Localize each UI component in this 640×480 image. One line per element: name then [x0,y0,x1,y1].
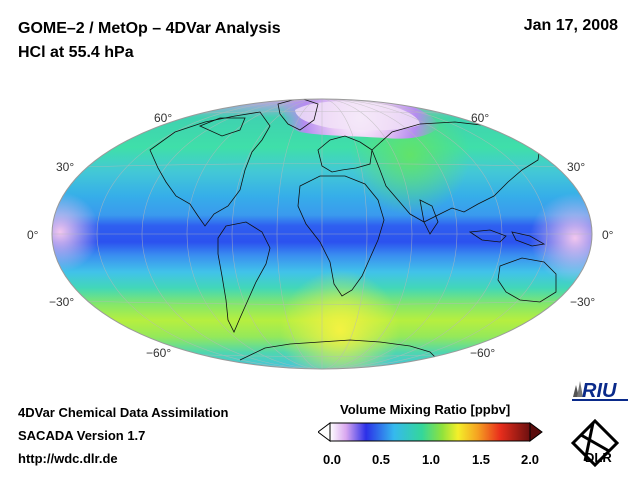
colorbar-tick-3: 1.5 [471,452,491,467]
globe-outline [51,98,593,370]
lat-label-n30-right: 30° [567,160,586,174]
page-title: GOME–2 / MetOp – 4DVar Analysis [18,20,281,37]
colorbar-min-arrow [318,422,331,442]
colorbar-gradient [329,422,531,442]
lat-label-n60-right: 60° [471,111,490,125]
world-map: 60° 60° 30° 30° 0° 0° −30° −30° −60° −60… [27,98,614,370]
riu-logo: RIU [572,380,628,402]
map-canvas [51,98,593,370]
dlr-logo [570,418,620,468]
dlr-logo-text: DLR [585,450,612,465]
colorbar-tick-0: 0.0 [322,452,342,467]
lat-label-n30-left: 30° [56,160,75,174]
lat-label-eq-left: 0° [27,228,39,242]
lat-label-n60-left: 60° [154,111,173,125]
colorbar-tick-2: 1.0 [421,452,441,467]
lat-label-s30-left: −30° [49,295,75,309]
mixing-ratio-field [52,99,592,369]
footer-line-3: http://wdc.dlr.de [18,451,118,466]
graticule [52,99,592,369]
colorbar-title: Volume Mixing Ratio [ppbv] [340,402,511,417]
lat-label-s60-right: −60° [470,346,496,360]
lat-label-s30-right: −30° [570,295,596,309]
colorbar-tick-1: 0.5 [371,452,391,467]
colorbar [318,422,543,442]
page-subtitle: HCl at 55.4 hPa [18,44,134,61]
footer-line-1: 4DVar Chemical Data Assimilation [18,405,229,420]
lat-label-eq-right: 0° [602,228,614,242]
lat-label-s60-left: −60° [146,346,172,360]
colorbar-max-arrow [529,422,543,442]
riu-logo-text: RIU [582,380,617,402]
coastlines [149,99,585,363]
analysis-date: Jan 17, 2008 [523,17,618,34]
footer-line-2: SACADA Version 1.7 [18,428,146,443]
colorbar-tick-4: 2.0 [520,452,540,467]
